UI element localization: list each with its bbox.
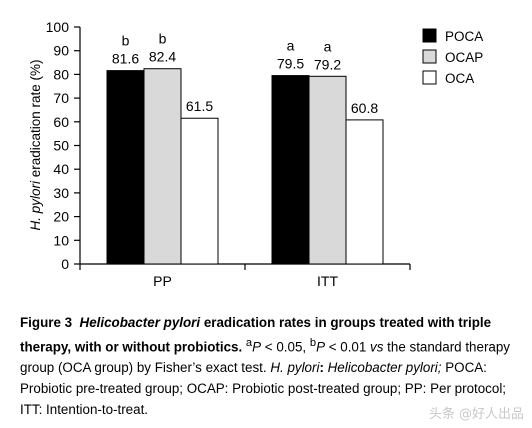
y-tick-label: 90 — [53, 43, 69, 59]
legend: POCA OCAP OCA — [422, 28, 483, 86]
p-b: P — [316, 339, 325, 355]
bar — [106, 70, 145, 265]
significance-letter: a — [287, 38, 295, 54]
x-tick-label: PP — [153, 273, 172, 289]
y-tick-label: 30 — [53, 185, 69, 201]
y-tick-label: 70 — [53, 90, 69, 106]
sup-b: b — [309, 337, 317, 349]
legend-swatch — [422, 28, 437, 43]
hp-full: Helicobacter pylori; — [327, 360, 442, 376]
bar — [345, 119, 384, 265]
sup-a: a — [245, 337, 253, 349]
y-tick-label: 10 — [53, 232, 69, 248]
figure-caption: Figure 3 Helicobacter pylori eradication… — [20, 312, 522, 420]
watermark: 头条 @好人出品 — [428, 407, 524, 422]
p-a-text: < 0.05, — [261, 339, 310, 355]
colon: : — [319, 360, 328, 376]
data-labels: 81.6 82.4 61.5 79.5 79.2 60.8 b b a a — [112, 31, 378, 116]
bar-group — [106, 68, 384, 265]
significance-letter: a — [324, 38, 332, 54]
legend-swatch — [422, 70, 437, 85]
data-label: 82.4 — [149, 49, 176, 65]
legend-swatch — [422, 49, 437, 64]
y-tick-label: 60 — [53, 114, 69, 130]
y-tick-label: 100 — [46, 19, 70, 35]
p-a: P — [252, 339, 262, 355]
y-tick-label: 80 — [53, 66, 69, 82]
x-axis: PP ITT — [79, 263, 411, 289]
bar — [180, 117, 219, 265]
x-tick-label: ITT — [317, 273, 338, 289]
caption-title-italic: Helicobacter pylori — [79, 315, 201, 330]
legend-label: OCA — [445, 71, 474, 86]
caption-text-2: POCA: Probiotic pre-treated group; OCAP:… — [20, 360, 507, 418]
figure-label: Figure 3 — [20, 315, 73, 330]
p-b-text: < 0.01 — [325, 339, 371, 355]
y-axis-title-italic: H. pylori — [28, 180, 43, 231]
data-label: 61.5 — [186, 98, 213, 114]
vs-text: vs — [370, 339, 384, 355]
caption-text-1: the standard therapy group (OCA group) b… — [20, 339, 510, 376]
y-axis: 0 10 20 30 40 50 60 70 80 90 100 — [46, 19, 81, 272]
legend-label: POCA — [445, 29, 483, 44]
y-tick-label: 0 — [61, 256, 69, 272]
significance-letter: b — [159, 31, 167, 47]
y-tick-label: 20 — [53, 209, 69, 225]
bar — [143, 68, 182, 265]
bar — [271, 75, 310, 265]
legend-label: OCAP — [445, 50, 483, 65]
bar — [308, 75, 347, 265]
caption-title: eradication rates in groups treated with… — [20, 315, 492, 355]
y-axis-title-rest: eradication rate (%) — [28, 59, 43, 181]
data-label: 79.5 — [277, 56, 304, 72]
y-tick-label: 50 — [53, 138, 69, 154]
y-axis-title: H. pylori eradication rate (%) — [28, 59, 43, 230]
data-label: 81.6 — [112, 51, 139, 67]
significance-letter: b — [122, 33, 130, 49]
data-label: 79.2 — [314, 56, 341, 72]
y-tick-label: 40 — [53, 161, 69, 177]
data-label: 60.8 — [351, 100, 378, 116]
hp-abbrev: H. pylori — [270, 360, 320, 376]
